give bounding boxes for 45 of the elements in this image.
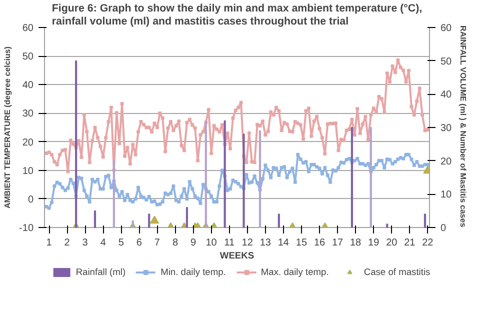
y-tick-label: 40 bbox=[22, 80, 34, 92]
y2-tick-label: 60 bbox=[440, 23, 452, 34]
y-axis-title: AMBIENT TEMPERATURE (degree celcius) bbox=[3, 46, 12, 209]
x-tick-label: 13 bbox=[260, 238, 272, 248]
y-tick-label: 50 bbox=[22, 52, 34, 63]
x-tick-label: 1 bbox=[46, 238, 52, 248]
y2-tick-label: 10 bbox=[440, 190, 452, 201]
x-tick-label: 17 bbox=[332, 238, 344, 248]
x-tick-label: 6 bbox=[136, 238, 142, 248]
x-tick-label: 18 bbox=[350, 238, 362, 248]
x-tick-label: 20 bbox=[386, 238, 398, 248]
x-tick-label: 15 bbox=[296, 238, 308, 248]
x-tick-label: 4 bbox=[100, 238, 106, 248]
y-tick-label: 60 bbox=[22, 23, 34, 34]
x-tick-label: 21 bbox=[404, 238, 416, 248]
y2-tick-label: 50 bbox=[440, 56, 452, 68]
legend-label: Max. daily temp. bbox=[260, 267, 329, 277]
x-tick-label: 8 bbox=[172, 238, 178, 248]
legend-label: Case of mastitis bbox=[364, 267, 430, 277]
x-tick-label: 9 bbox=[190, 238, 196, 248]
x-tick-label: 3 bbox=[82, 238, 88, 248]
x-tick-label: 19 bbox=[368, 238, 380, 248]
y2-tick-label: 20 bbox=[440, 156, 452, 168]
y-tick-label: 0 bbox=[28, 194, 34, 206]
x-tick-label: 16 bbox=[314, 238, 326, 248]
x-tick-label: 11 bbox=[224, 238, 235, 248]
x-tick-label: 12 bbox=[242, 238, 254, 248]
y2-tick-label: 30 bbox=[440, 123, 452, 134]
legend-label: Rainfall (ml) bbox=[76, 267, 126, 277]
y2-tick-label: 0 bbox=[440, 223, 446, 234]
y-tick-label: 30 bbox=[22, 108, 34, 120]
x-tick-label: 10 bbox=[206, 238, 218, 248]
x-tick-label: 2 bbox=[64, 238, 70, 248]
y-tick-label: -10 bbox=[19, 223, 34, 234]
x-tick-label: 22 bbox=[422, 238, 434, 248]
x-tick-label: 14 bbox=[278, 238, 290, 248]
y2-tick-label: 40 bbox=[440, 90, 452, 101]
y2-axis-title: RAINFALL VOLUME (ml ) & Number of Mastitis cases bbox=[458, 25, 468, 228]
x-tick-label: 7 bbox=[154, 238, 160, 248]
chart-title: Figure 6: Graph to show the daily min and max ambient temperature (°C), rainfall volume (ml) and mastitis cases throughout the trial bbox=[52, 2, 422, 28]
legend-label: Min. daily temp. bbox=[160, 267, 226, 277]
x-tick-label: 5 bbox=[118, 238, 124, 248]
y-tick-label: 10 bbox=[22, 166, 34, 177]
x-axis-title: WEEKS bbox=[220, 250, 254, 260]
y-tick-label: 20 bbox=[22, 137, 34, 148]
